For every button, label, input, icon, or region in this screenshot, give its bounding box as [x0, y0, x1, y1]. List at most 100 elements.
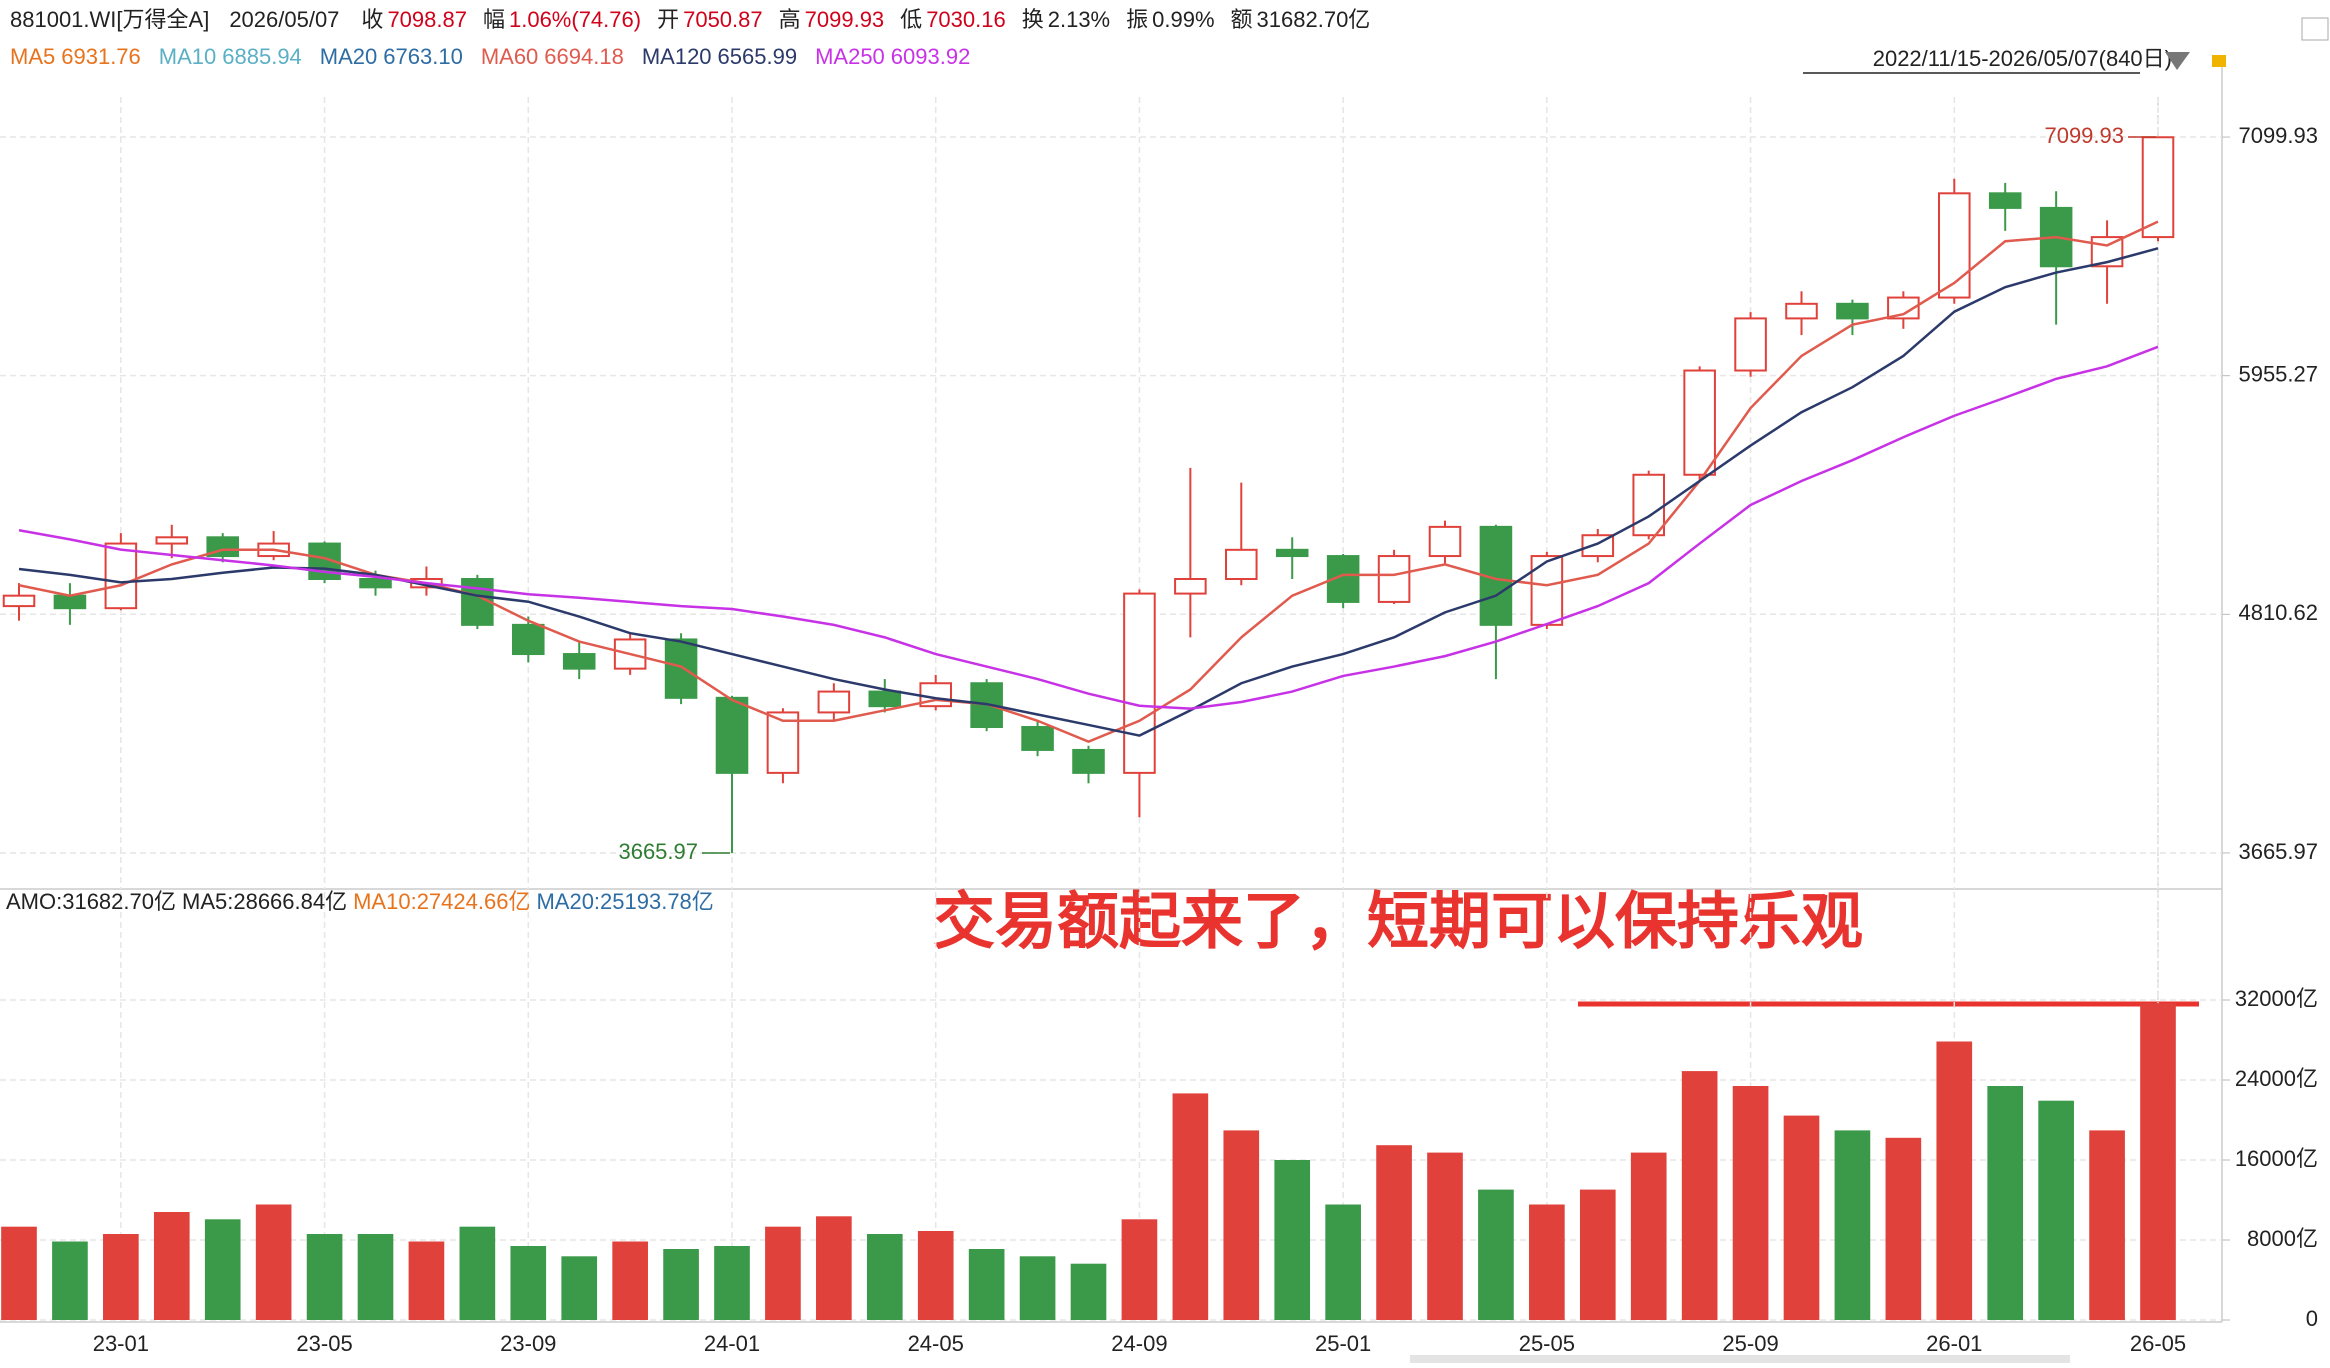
x-tick-label: 24-01: [704, 1331, 760, 1356]
candle-body: [664, 638, 698, 699]
x-tick-label: 24-09: [1111, 1331, 1167, 1356]
volume-bar: [2089, 1130, 2125, 1320]
volume-bar: [255, 1204, 292, 1320]
y-tick-label: 32000亿: [2235, 986, 2318, 1011]
candle-body: [1174, 577, 1207, 595]
y-tick-label: 7099.93: [2238, 123, 2318, 148]
header-text: 881001.WI[万得全A]: [10, 7, 209, 32]
header-text: 高: [779, 7, 801, 32]
volume-bar: [103, 1234, 139, 1320]
y-tick-label: 4810.62: [2238, 600, 2318, 625]
scrollbar[interactable]: [1410, 1355, 2070, 1363]
candle-body: [868, 690, 902, 708]
candle-body: [1632, 473, 1665, 537]
candle-body: [53, 594, 87, 610]
candle-body: [715, 696, 749, 774]
candle-body: [1887, 296, 1920, 320]
header-text: 收: [361, 7, 383, 32]
volume-bar: [1427, 1152, 1463, 1320]
volume-bar: [1885, 1137, 1922, 1320]
legend-value: 6931.76: [61, 44, 141, 69]
dropdown-icon[interactable]: [2165, 52, 2190, 70]
volume-bar: [1274, 1160, 1311, 1320]
volume-bar: [1987, 1086, 2024, 1320]
volume-bar: [1325, 1204, 1361, 1320]
volume-bar: [1783, 1115, 1820, 1320]
candle-body: [1683, 369, 1716, 476]
volume-bar: [612, 1241, 648, 1320]
volume-bar: [1529, 1204, 1565, 1320]
legend-value: 6763.10: [383, 44, 463, 69]
volume-bar: [1376, 1145, 1412, 1320]
legend-name: MA120: [642, 44, 712, 69]
header-text: 7050.87: [683, 7, 763, 32]
volume-bar: [561, 1256, 598, 1320]
date-range[interactable]: 2022/11/15-2026/05/07(840日): [1873, 46, 2172, 71]
header-text: 7098.87: [387, 7, 467, 32]
x-tick-label: 23-09: [500, 1331, 556, 1356]
volume-bar: [1681, 1071, 1718, 1320]
y-tick-label: 3665.97: [2238, 839, 2318, 864]
x-tick-label: 23-01: [93, 1331, 149, 1356]
volume-bar: [663, 1249, 699, 1320]
x-tick-label: 23-05: [296, 1331, 352, 1356]
candle-body: [817, 690, 851, 714]
candle-body: [1225, 548, 1258, 580]
header-text: 0.99%: [1152, 7, 1214, 32]
header-text: 幅: [483, 7, 505, 32]
candle-body: [1123, 592, 1156, 774]
y-tick-label: 8000亿: [2247, 1226, 2318, 1251]
header-text: 7099.93: [805, 7, 885, 32]
min-label: 3665.97: [618, 839, 698, 864]
lock-icon[interactable]: [2212, 55, 2226, 67]
candle-body: [1836, 302, 1869, 320]
y-tick-label: 24000亿: [2235, 1066, 2318, 1091]
candle-body: [562, 653, 596, 670]
header-text: 振: [1126, 7, 1148, 32]
header-text: 7030.16: [926, 7, 1006, 32]
volume-bar: [1223, 1130, 1260, 1320]
legend-name: MA10: [159, 44, 216, 69]
volume-bar: [1630, 1152, 1667, 1320]
y-tick-label: 16000亿: [2235, 1146, 2318, 1171]
x-tick-label: 25-09: [1722, 1331, 1778, 1356]
volume-bar: [968, 1249, 1005, 1320]
candle-body: [1021, 726, 1054, 751]
x-tick-label: 26-05: [2130, 1331, 2186, 1356]
volume-bar: [510, 1246, 547, 1320]
x-tick-label: 25-05: [1519, 1331, 1575, 1356]
volume-bar: [1070, 1263, 1107, 1320]
legend-name: MA250: [815, 44, 885, 69]
volume-bar: [866, 1234, 903, 1320]
volume-bar: [459, 1226, 496, 1320]
x-tick-label: 26-01: [1926, 1331, 1982, 1356]
candle-body: [1988, 192, 2022, 209]
header-text: 换: [1022, 7, 1044, 32]
x-tick-label: 24-05: [908, 1331, 964, 1356]
legend-value: 6565.99: [718, 44, 798, 69]
volume-bar: [153, 1212, 190, 1320]
candle-body: [1275, 548, 1309, 558]
y-tick-label: 0: [2306, 1306, 2318, 1331]
candle-body: [2141, 136, 2175, 239]
volume-bar: [1121, 1219, 1158, 1320]
volume-bar: [1172, 1093, 1209, 1320]
candle-body: [104, 542, 138, 610]
candle-body: [155, 536, 189, 545]
candle-body: [1734, 317, 1767, 372]
volume-legend: AMO:31682.70亿: [6, 889, 176, 914]
header-text: 额: [1231, 7, 1253, 32]
header-text: 31682.70亿: [1257, 7, 1371, 32]
candle-body: [512, 623, 545, 656]
volume-bar: [1732, 1086, 1769, 1320]
ma-line: [18, 247, 2159, 737]
volume-legend: MA20:25193.78亿: [536, 889, 713, 914]
candle-body: [1428, 525, 1462, 558]
candle-body: [2, 594, 36, 608]
wp-icon[interactable]: [2301, 17, 2329, 41]
candle-body: [359, 577, 392, 589]
y-tick-label: 5955.27: [2238, 361, 2318, 386]
volume-bar: [204, 1219, 241, 1320]
volume-bar: [714, 1246, 750, 1320]
